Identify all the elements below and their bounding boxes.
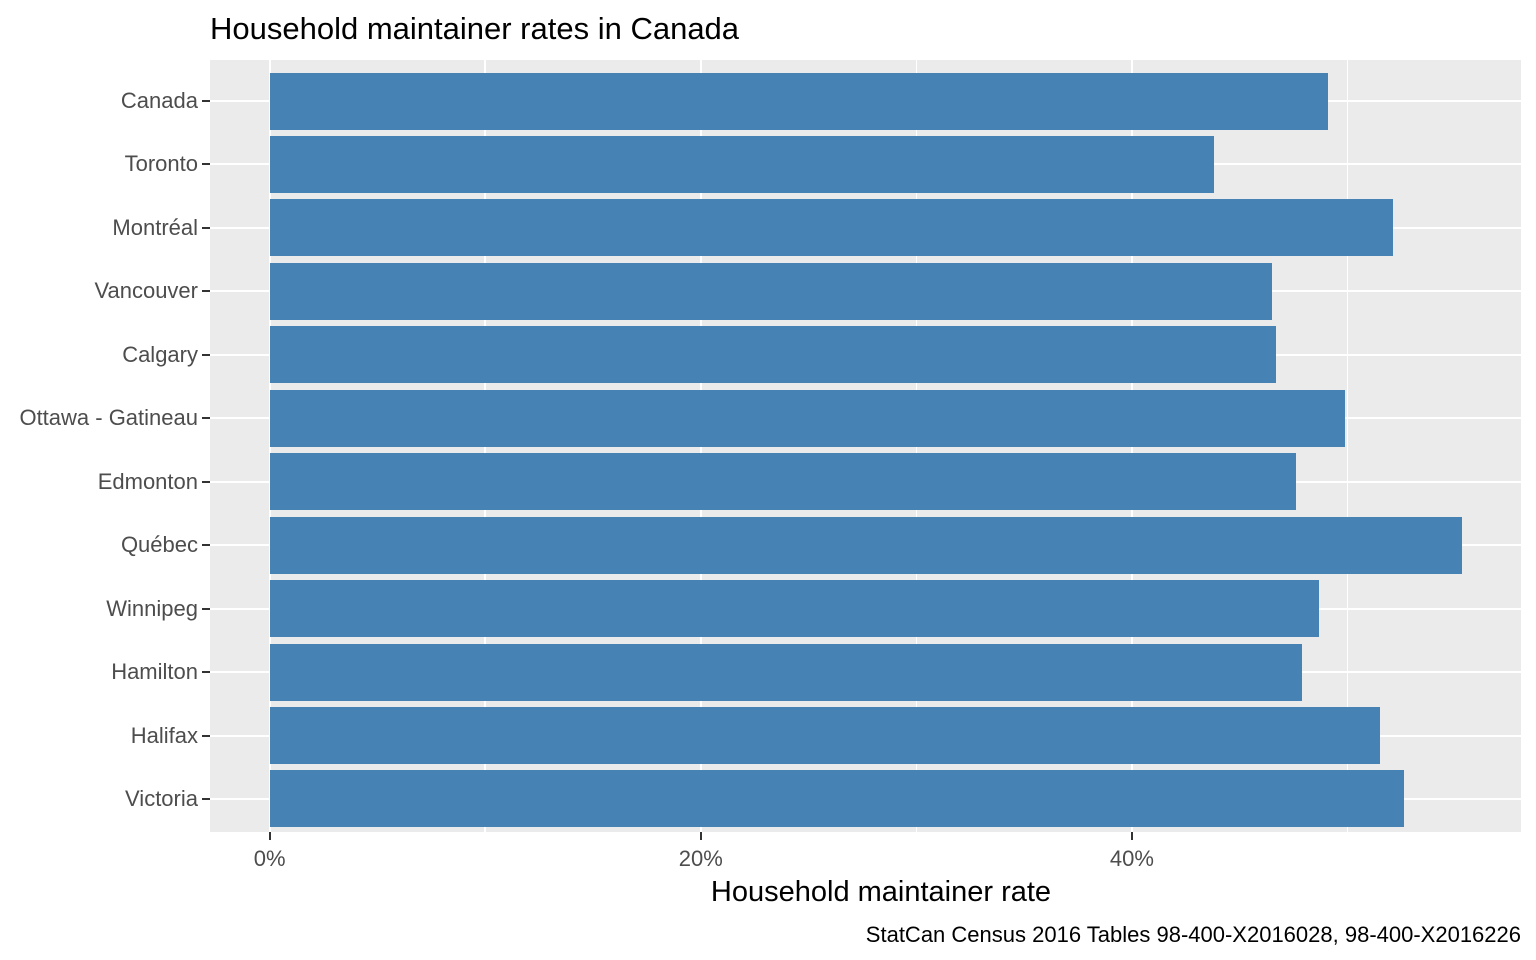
y-tick-mark [202,100,210,102]
bar [269,135,1214,193]
y-axis-label: Calgary [122,341,198,367]
y-axis-label: Québec [120,532,198,558]
x-tick-mark [699,832,702,840]
bar [269,453,1296,511]
y-tick-mark [202,544,210,547]
bar [269,199,1393,257]
bar [269,770,1404,828]
x-tick-mark [268,832,271,840]
bar [269,389,1346,447]
y-axis-label: Montréal [112,214,198,240]
y-axis-label: Winnipeg [106,595,198,621]
gridline-minor [1346,60,1349,832]
x-tick-mark [1130,832,1133,840]
plot-panel [210,60,1521,832]
y-axis-label: Edmonton [97,468,198,494]
y-tick-mark [202,163,210,166]
y-tick-mark [202,290,210,293]
y-axis-label: Victoria [125,785,198,811]
chart-caption: StatCan Census 2016 Tables 98-400-X20160… [865,922,1521,947]
bar [269,643,1303,701]
x-axis-tick-label: 40% [1109,846,1154,871]
x-axis-tick-label: 20% [678,846,723,871]
y-tick-mark [202,417,210,420]
y-axis-label: Halifax [130,722,198,748]
y-tick-mark [202,607,210,610]
y-tick-mark [202,480,210,483]
y-tick-mark [202,226,210,229]
x-axis-title: Household maintainer rate [710,876,1052,908]
y-axis-label: Canada [120,88,198,113]
y-axis-label: Ottawa - Gatineau [19,405,198,431]
y-tick-mark [202,353,210,356]
y-axis-label: Toronto [124,151,198,177]
bar [269,326,1277,384]
x-axis-tick-label: 0% [253,846,286,871]
y-axis-label: Vancouver [94,278,198,304]
bar [269,580,1320,638]
bar [269,262,1273,320]
y-tick-mark [202,734,210,737]
y-tick-mark [202,797,210,800]
bar [269,516,1462,574]
bar [269,707,1380,764]
chart-title: Household maintainer rates in Canada [210,11,740,46]
bar [269,72,1329,130]
y-axis-label: Hamilton [111,659,198,685]
y-tick-mark [202,671,210,674]
